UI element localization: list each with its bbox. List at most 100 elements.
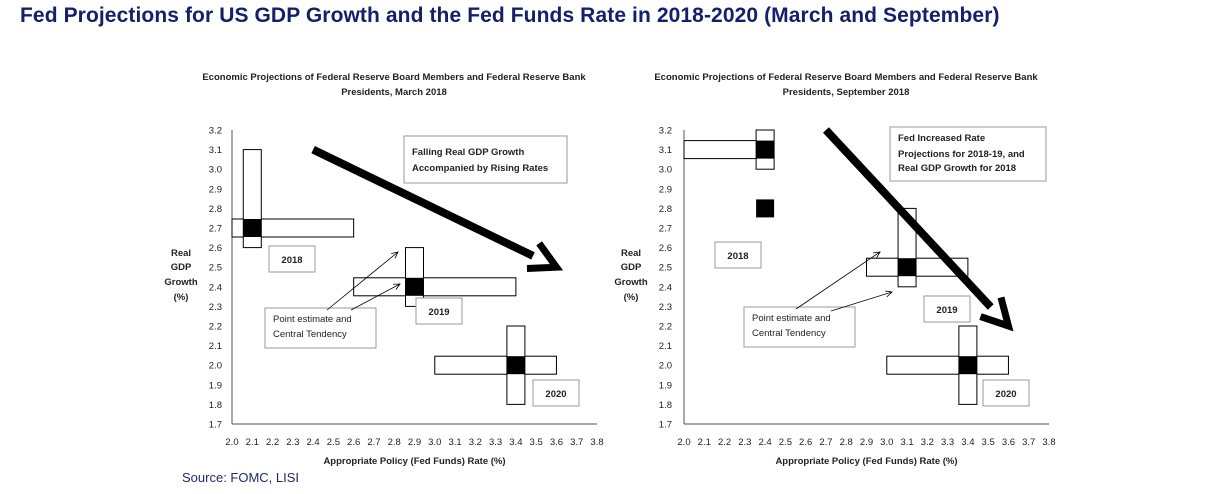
x-tick-label: 2.6	[799, 437, 812, 448]
x-tick-label: 3.3	[941, 437, 954, 448]
y-tick-label: 1.7	[209, 420, 222, 431]
y-tick-label: 3.0	[209, 165, 222, 176]
annotation-text: Real GDP Growth for 2018	[898, 163, 1016, 174]
y-axis-label: GDP	[171, 262, 192, 273]
y-tick-label: 3.2	[659, 126, 672, 137]
x-tick-label: 3.7	[1022, 437, 1035, 448]
x-tick-label: 3.3	[489, 437, 502, 448]
y-axis-label: Growth	[164, 277, 197, 288]
y-tick-label: 2.5	[659, 263, 672, 274]
rate-range-bar-2020	[886, 355, 1009, 375]
chart-title: Presidents, March 2018	[341, 87, 447, 98]
rate-range-bar-2019	[866, 257, 969, 277]
year-label-box	[714, 241, 762, 269]
annotation-text: Falling Real GDP Growth	[412, 147, 524, 158]
source-note: Source: FOMC, LISI	[182, 470, 300, 485]
chart-march-2018: Economic Projections of Federal Reserve …	[164, 72, 603, 467]
y-tick-label: 1.8	[209, 400, 222, 411]
point-estimate-2018	[243, 219, 262, 237]
pointer-arrowhead	[873, 251, 881, 259]
x-tick-label: 3.8	[590, 437, 603, 448]
y-tick-label: 3.1	[209, 145, 222, 156]
y-tick-label: 2.4	[659, 282, 672, 293]
legend-note-box	[743, 306, 856, 348]
y-tick-label: 2.4	[209, 282, 222, 293]
y-tick-label: 2.7	[209, 224, 222, 235]
point-estimate-2018	[756, 140, 775, 159]
point-estimate-2020	[958, 356, 977, 375]
x-tick-label: 2.8	[840, 437, 853, 448]
page-title: Fed Projections for US GDP Growth and th…	[20, 4, 1000, 27]
year-label: 2018	[727, 251, 748, 262]
x-tick-label: 2.5	[779, 437, 792, 448]
x-tick-label: 2.5	[327, 437, 340, 448]
y-tick-label: 2.6	[209, 243, 222, 254]
x-tick-label: 2.0	[225, 437, 238, 448]
year-label: 2018	[281, 255, 302, 266]
x-tick-label: 3.8	[1042, 437, 1055, 448]
x-tick-label: 2.1	[698, 437, 711, 448]
pointer-line	[350, 283, 401, 311]
trend-arrow-shaft	[311, 145, 535, 260]
x-tick-label: 3.7	[570, 437, 583, 448]
trend-arrow-shaft	[823, 127, 994, 310]
legend-note-text: Central Tendency	[752, 328, 826, 339]
x-tick-label: 2.7	[819, 437, 832, 448]
y-tick-label: 2.6	[659, 243, 672, 254]
pointer-line	[326, 251, 399, 311]
x-axis-label: Appropriate Policy (Fed Funds) Rate (%)	[775, 456, 957, 467]
y-tick-label: 2.8	[209, 204, 222, 215]
x-tick-label: 2.0	[677, 437, 690, 448]
y-tick-label: 1.9	[659, 380, 672, 391]
y-axis-label: (%)	[174, 292, 189, 303]
x-tick-label: 2.7	[367, 437, 380, 448]
x-tick-label: 3.4	[509, 437, 522, 448]
pointer-line	[830, 291, 893, 312]
trend-arrow-head	[526, 241, 564, 272]
y-tick-label: 1.8	[659, 400, 672, 411]
y-tick-label: 3.2	[209, 126, 222, 137]
x-tick-label: 2.9	[860, 437, 873, 448]
x-tick-label: 2.8	[388, 437, 401, 448]
year-label-box	[532, 379, 580, 407]
x-tick-label: 2.2	[718, 437, 731, 448]
y-tick-label: 1.9	[209, 380, 222, 391]
x-tick-label: 3.5	[530, 437, 543, 448]
x-axis-label: Appropriate Policy (Fed Funds) Rate (%)	[323, 456, 505, 467]
y-axis-label: Growth	[614, 277, 647, 288]
y-tick-label: 3.0	[659, 165, 672, 176]
chart-title: Economic Projections of Federal Reserve …	[654, 72, 1038, 83]
annotation-box	[889, 126, 1047, 182]
point-estimate-2019	[898, 258, 917, 277]
x-tick-label: 3.2	[921, 437, 934, 448]
rate-range-bar-2019	[353, 277, 517, 297]
y-tick-label: 2.0	[659, 361, 672, 372]
y-tick-label: 3.1	[659, 145, 672, 156]
y-tick-label: 2.3	[659, 302, 672, 313]
x-tick-label: 3.4	[961, 437, 974, 448]
rate-range-bar-2018	[683, 140, 766, 160]
x-tick-label: 3.5	[982, 437, 995, 448]
y-tick-label: 2.1	[209, 341, 222, 352]
x-tick-label: 3.1	[900, 437, 913, 448]
year-label: 2019	[936, 305, 957, 316]
pointer-arrowhead	[885, 290, 893, 298]
y-tick-label: 2.8	[659, 204, 672, 215]
x-tick-label: 3.6	[550, 437, 563, 448]
x-tick-label: 3.2	[469, 437, 482, 448]
x-tick-label: 3.0	[880, 437, 893, 448]
rate-range-bar-2018	[231, 218, 355, 238]
pointer-line	[795, 251, 881, 310]
x-tick-label: 2.1	[246, 437, 259, 448]
chart-september-2018: Economic Projections of Federal Reserve …	[614, 72, 1055, 467]
legend-note-text: Central Tendency	[273, 329, 347, 340]
pointer-arrowhead	[392, 283, 401, 290]
x-tick-label: 2.2	[266, 437, 279, 448]
legend-note-text: Point estimate and	[752, 313, 831, 324]
y-axis-label: (%)	[624, 292, 639, 303]
chart-title: Economic Projections of Federal Reserve …	[202, 72, 586, 83]
y-tick-label: 2.7	[659, 224, 672, 235]
y-axis-label: Real	[621, 248, 641, 259]
x-tick-label: 2.6	[347, 437, 360, 448]
annotation-box	[403, 135, 568, 184]
